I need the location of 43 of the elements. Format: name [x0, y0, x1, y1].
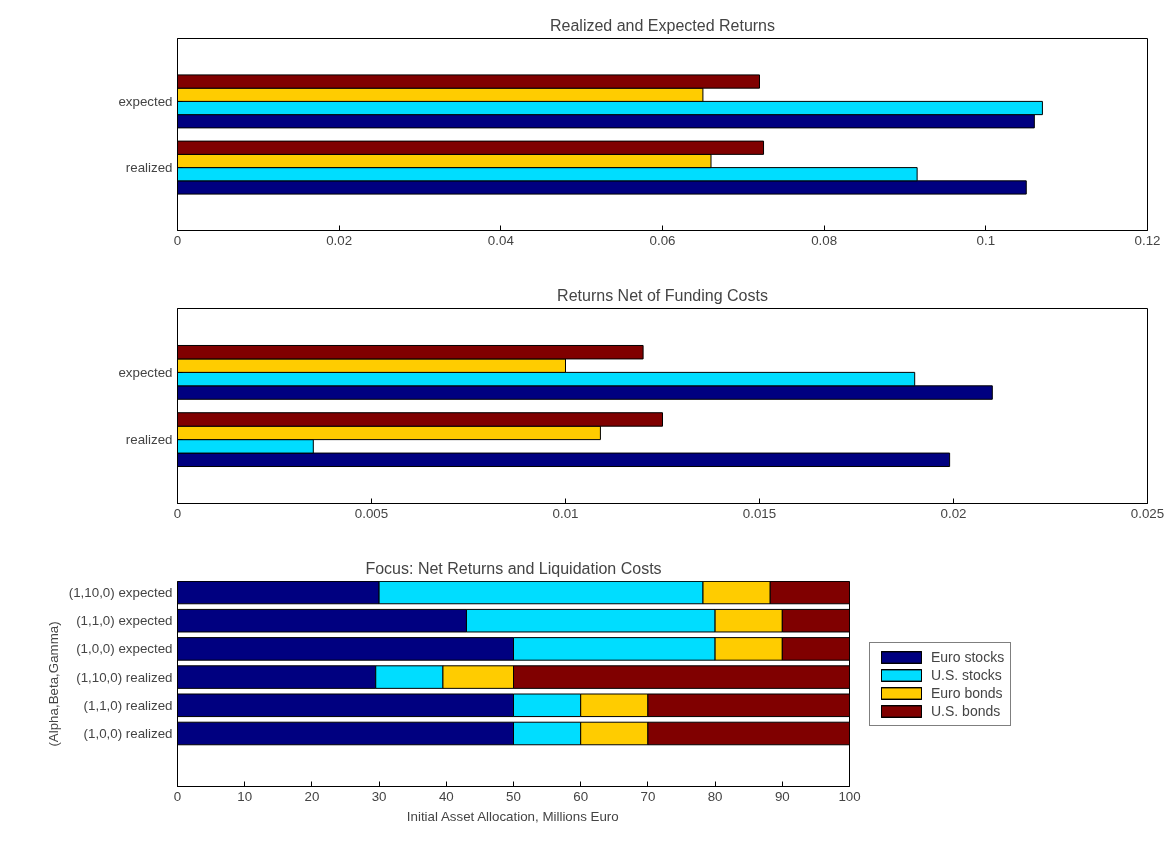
y-tick-label: (1,1,0) realized — [83, 697, 173, 713]
x-tick-label: 90 — [774, 788, 790, 804]
legend-label: U.S. bonds — [931, 702, 1001, 719]
x-tick-label: 50 — [506, 788, 521, 804]
x-tick-label: 0.04 — [487, 232, 515, 248]
x-tick-label: 80 — [707, 788, 723, 804]
x-tick-label: 100 — [838, 788, 861, 804]
y-tick-label: (1,1,0) expected — [76, 613, 173, 629]
x-tick-label: 10 — [237, 788, 253, 804]
x-tick-label: 0.005 — [354, 505, 389, 521]
legend-label: Euro bonds — [931, 684, 1003, 701]
x-tick-label: 20 — [304, 788, 320, 804]
y-tick-label: (1,10,0) realized — [76, 669, 173, 685]
chart-title: Returns Net of Funding Costs — [557, 286, 768, 304]
x-tick-label: 60 — [573, 788, 589, 804]
x-tick-label: 0 — [173, 505, 182, 521]
x-tick-label: 0.01 — [552, 505, 579, 521]
x-tick-label: 0.12 — [1134, 232, 1161, 248]
x-tick-label: 0.1 — [976, 232, 996, 248]
chart-title: Focus: Net Returns and Liquidation Costs — [365, 559, 662, 577]
y-tick-label: (1,10,0) expected — [68, 585, 173, 600]
x-tick-label: 40 — [438, 788, 454, 804]
x-tick-label: 30 — [371, 788, 387, 804]
x-tick-label: 0.015 — [742, 505, 777, 521]
x-tick-label: 0.06 — [649, 232, 676, 248]
legend-label: Euro stocks — [931, 648, 1005, 665]
x-tick-label: 0 — [173, 232, 182, 248]
chart-title: Realized and Expected Returns — [549, 16, 776, 34]
y-tick-label: (1,0,0) expected — [76, 641, 173, 657]
y-axis-title: (Alpha,Beta,Gamma) — [45, 621, 61, 747]
x-tick-label: 70 — [640, 788, 656, 804]
y-tick-label: expected — [118, 93, 173, 109]
x-tick-label: 0.08 — [811, 232, 838, 248]
y-tick-label: expected — [118, 364, 173, 380]
y-tick-label: realized — [125, 432, 173, 448]
x-tick-label: 0.025 — [1130, 505, 1165, 521]
y-tick-label: (1,0,0) realized — [83, 725, 173, 741]
x-tick-label: 0 — [173, 788, 182, 804]
y-tick-label: realized — [125, 160, 173, 176]
legend-label: U.S. stocks — [931, 666, 1002, 683]
x-axis-title: Initial Asset Allocation, Millions Euro — [406, 808, 619, 824]
x-tick-label: 0.02 — [940, 505, 967, 521]
x-tick-label: 0.02 — [326, 232, 353, 248]
